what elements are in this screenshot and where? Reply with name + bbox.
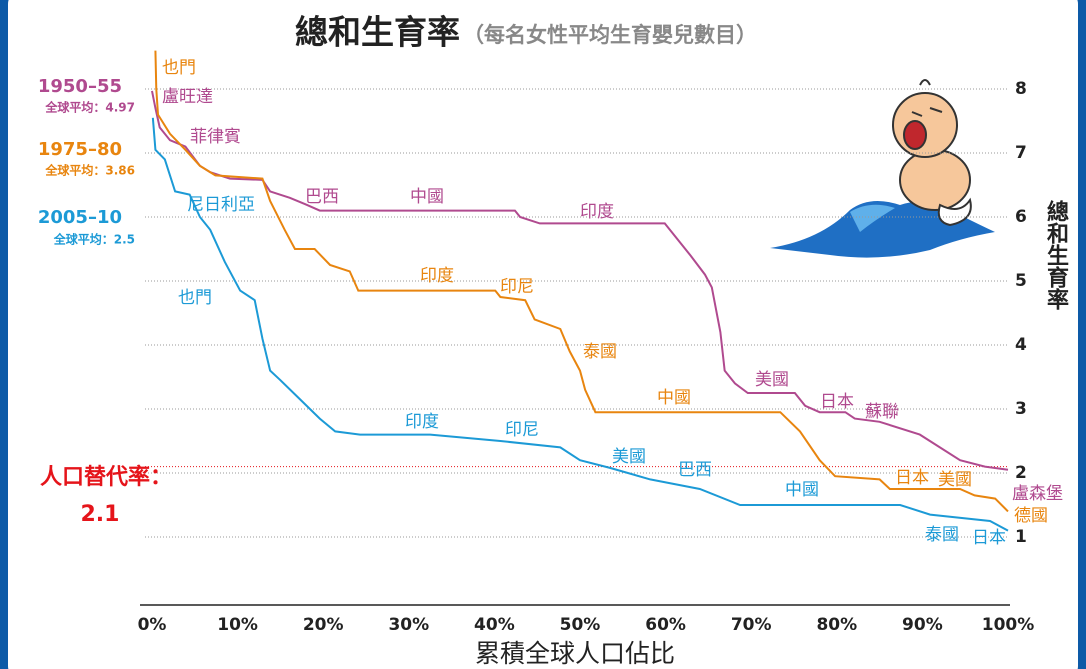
x-tick-label: 30% — [388, 615, 429, 635]
y-tick-label: 8 — [1015, 79, 1027, 99]
country-label: 美國 — [938, 470, 972, 490]
x-tick-label: 70% — [731, 615, 772, 635]
country-label: 中國 — [785, 480, 819, 500]
x-tick-label: 60% — [645, 615, 686, 635]
x-tick-label: 10% — [217, 615, 258, 635]
y-tick-label: 4 — [1015, 335, 1027, 355]
replacement-label: 人口替代率： — [40, 464, 172, 490]
x-tick-label: 0% — [138, 615, 167, 635]
replacement-value: 2.1 — [81, 502, 120, 527]
country-label: 泰國 — [925, 525, 959, 545]
country-label: 日本 — [895, 468, 929, 488]
legend-average: 全球平均：3.86 — [44, 163, 135, 178]
country-label: 尼日利亞 — [187, 195, 255, 215]
country-label: 巴西 — [305, 187, 339, 207]
y-axis-title: 總和生育率 — [1043, 199, 1069, 310]
country-label: 盧森堡 — [1012, 484, 1063, 504]
country-label: 美國 — [612, 447, 646, 467]
legend-average: 全球平均：4.97 — [44, 100, 135, 115]
chart: 總和生育率 （每名女性平均生育嬰兒數目） 累積全球人口佔比 總和生育率 1 2 3 4… — [0, 0, 1086, 669]
legend-period: 1950–55 — [38, 76, 122, 97]
country-label: 美國 — [755, 370, 789, 390]
x-tick-label: 50% — [560, 615, 601, 635]
country-label: 印度 — [420, 266, 454, 286]
x-axis-title: 累積全球人口佔比 — [475, 639, 675, 668]
country-label: 印尼 — [500, 277, 534, 297]
country-label: 印尼 — [505, 420, 539, 440]
y-tick-label: 5 — [1015, 271, 1027, 291]
country-label: 日本 — [972, 528, 1006, 548]
y-tick-label: 6 — [1015, 207, 1027, 227]
country-label: 印度 — [580, 202, 614, 222]
x-tick-label: 80% — [816, 615, 857, 635]
y-tick-label: 7 — [1015, 143, 1027, 163]
x-tick-label: 40% — [474, 615, 515, 635]
country-label: 德國 — [1014, 506, 1048, 526]
x-tick-label: 90% — [902, 615, 943, 635]
y-tick-label: 3 — [1015, 399, 1027, 419]
chart-title: 總和生育率 — [295, 13, 460, 52]
country-label: 巴西 — [678, 460, 712, 480]
x-tick-label: 20% — [303, 615, 344, 635]
country-label: 也門 — [178, 288, 212, 308]
y-tick-label: 2 — [1015, 463, 1027, 483]
legend-average: 全球平均：2.5 — [53, 232, 135, 247]
country-label: 中國 — [410, 187, 444, 207]
chart-subtitle: （每名女性平均生育嬰兒數目） — [463, 23, 757, 47]
page: 總和生育率 （每名女性平均生育嬰兒數目） 累積全球人口佔比 總和生育率 1 2 3 4… — [0, 0, 1086, 669]
country-label: 蘇聯 — [865, 402, 899, 422]
country-label: 中國 — [657, 388, 691, 408]
y-tick-label: 1 — [1015, 527, 1027, 547]
country-label: 泰國 — [583, 342, 617, 362]
country-label: 日本 — [820, 392, 854, 412]
country-label: 盧旺達 — [162, 87, 213, 107]
country-label: 印度 — [405, 412, 439, 432]
legend-period: 1975–80 — [38, 139, 122, 160]
country-label: 菲律賓 — [190, 127, 241, 147]
country-label: 也門 — [162, 58, 196, 78]
x-tick-label: 100% — [982, 615, 1035, 635]
legend-period: 2005–10 — [38, 207, 122, 228]
